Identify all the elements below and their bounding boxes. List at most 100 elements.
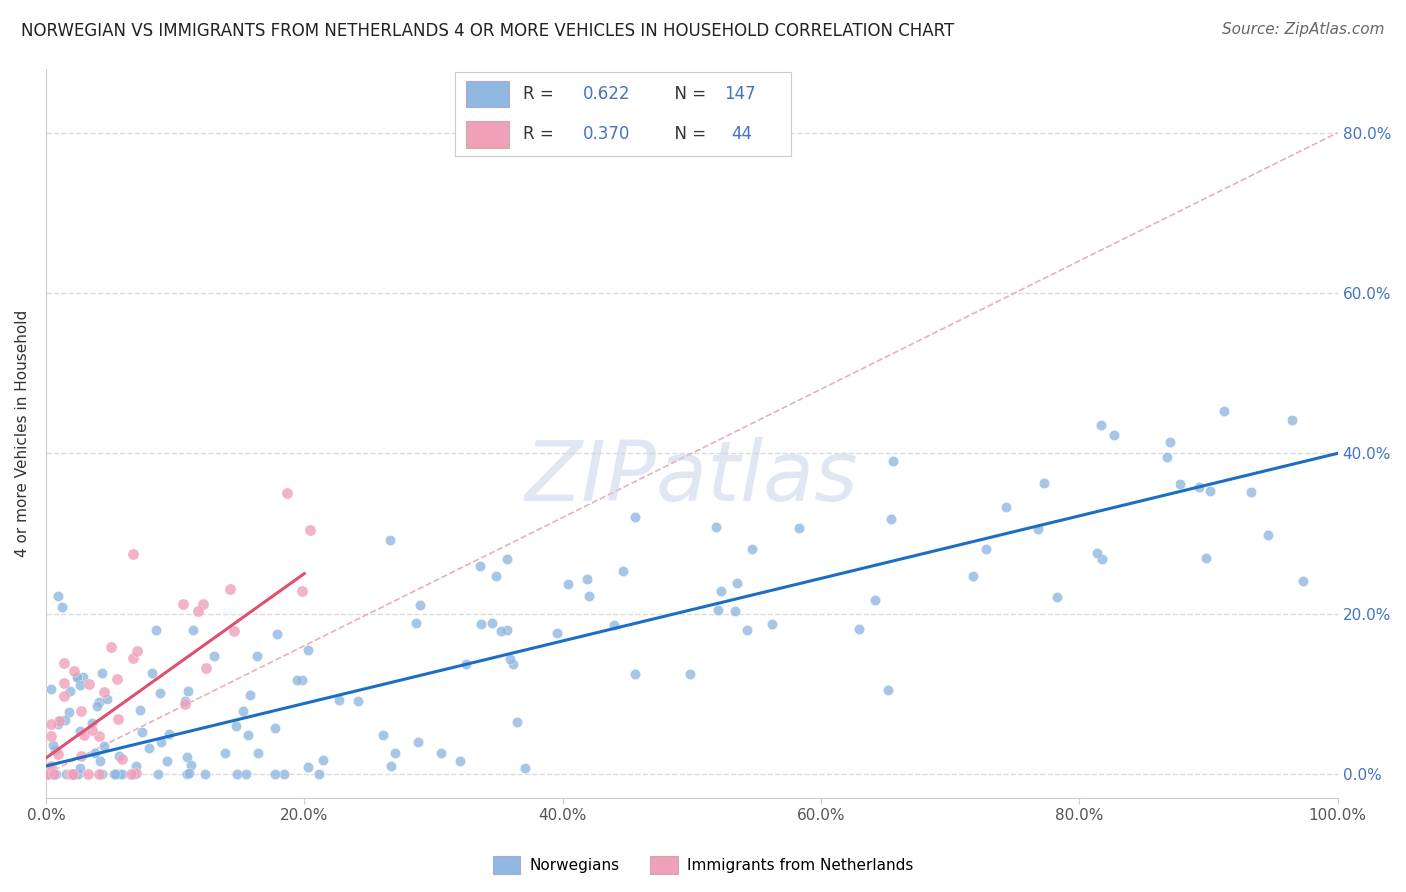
Point (89, 695, 111, 709)
Point (880, 511, 903, 525)
Point (46, 589, 69, 603)
Y-axis label: 4 or more Vehicles in Household: 4 or more Vehicles in Household (15, 310, 30, 557)
Point (266, 627, 288, 641)
Point (346, 694, 368, 708)
Point (89, 754, 111, 768)
Point (276, 486, 298, 500)
Point (125, 644, 148, 658)
Point (1085, 546, 1108, 560)
Point (53, 676, 76, 690)
Point (496, 551, 519, 566)
Point (706, 520, 728, 534)
Point (576, 572, 599, 586)
Point (246, 649, 269, 664)
Point (498, 651, 520, 665)
Point (235, 767, 257, 781)
Point (111, 752, 134, 766)
Point (46, 747, 69, 761)
Point (238, 728, 260, 742)
Point (177, 684, 200, 698)
Point (299, 523, 322, 537)
Point (72, 669, 94, 683)
Point (176, 750, 198, 764)
Point (297, 760, 319, 774)
Point (53, 713, 76, 727)
Point (194, 767, 217, 781)
Point (246, 746, 269, 760)
Point (104, 767, 127, 781)
Point (481, 616, 503, 631)
Point (111, 767, 134, 781)
Point (38, 767, 60, 781)
Point (1292, 574, 1315, 588)
Point (308, 767, 330, 781)
Point (679, 667, 702, 681)
Point (69, 761, 91, 775)
Point (157, 727, 180, 741)
Point (122, 767, 145, 781)
Point (456, 657, 478, 672)
Point (603, 618, 626, 632)
Point (263, 721, 285, 735)
Point (502, 657, 524, 671)
Point (105, 672, 128, 686)
Point (224, 624, 246, 639)
Point (37, 767, 59, 781)
Point (787, 521, 810, 535)
Text: Source: ZipAtlas.com: Source: ZipAtlas.com (1222, 22, 1385, 37)
Point (93, 685, 115, 699)
Point (181, 623, 204, 637)
Point (1213, 403, 1236, 417)
Point (513, 761, 536, 775)
Point (239, 688, 262, 702)
Point (232, 704, 254, 718)
Point (297, 642, 319, 657)
Point (1156, 450, 1178, 464)
Point (557, 577, 579, 591)
Point (449, 755, 471, 769)
Point (44, 767, 66, 781)
Point (52, 689, 75, 703)
Point (62, 767, 84, 781)
Point (125, 765, 148, 780)
Point (77, 677, 100, 691)
Point (876, 683, 898, 698)
Point (430, 747, 453, 761)
Point (37, 762, 59, 776)
Point (624, 666, 647, 681)
Point (39, 759, 62, 773)
Point (285, 673, 308, 688)
Point (69, 724, 91, 739)
Point (51, 600, 73, 615)
Point (174, 694, 197, 708)
Point (173, 698, 195, 712)
Text: NORWEGIAN VS IMMIGRANTS FROM NETHERLANDS 4 OR MORE VEHICLES IN HOUSEHOLD CORRELA: NORWEGIAN VS IMMIGRANTS FROM NETHERLANDS… (21, 22, 955, 40)
Point (59, 767, 82, 781)
Point (710, 583, 733, 598)
Point (73, 728, 96, 742)
Point (219, 582, 242, 597)
Point (1188, 480, 1211, 494)
Point (96, 692, 118, 706)
Point (146, 767, 169, 781)
Point (1240, 485, 1263, 500)
Point (707, 602, 730, 616)
Point (58, 684, 80, 698)
Point (107, 713, 129, 727)
Point (69, 704, 91, 718)
Point (176, 767, 198, 781)
Point (53, 656, 76, 670)
Point (468, 558, 491, 573)
Point (87, 767, 110, 781)
Point (122, 548, 145, 562)
Point (145, 623, 167, 637)
Point (405, 616, 427, 631)
Point (1168, 476, 1191, 491)
Point (84, 746, 107, 760)
Point (131, 725, 153, 739)
Point (129, 703, 152, 717)
Point (1033, 475, 1056, 490)
Point (60, 767, 83, 781)
Point (312, 753, 335, 767)
Point (100, 640, 122, 655)
